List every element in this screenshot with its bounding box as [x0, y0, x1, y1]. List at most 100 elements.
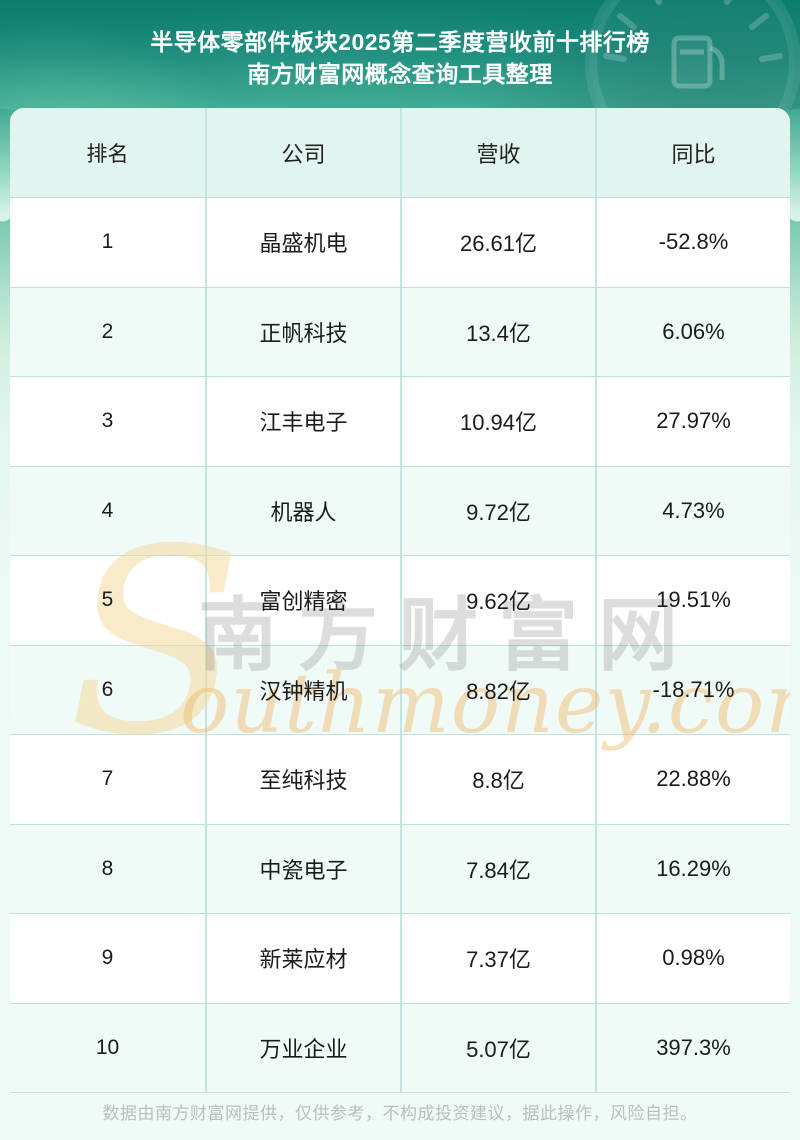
- cell-revenue: 8.8亿: [400, 735, 595, 824]
- cell-text: 0.98%: [662, 945, 725, 971]
- cell-revenue: 7.37亿: [400, 914, 595, 1003]
- cell-rank: 5: [10, 556, 205, 645]
- cell-text: 10.94亿: [459, 410, 538, 436]
- ranking-table: 排名 公司 营收 同比 1 晶盛机电 26.61亿 -52.8% 2 正帆科技 …: [10, 108, 790, 1094]
- cell-text: 4.73%: [662, 497, 725, 523]
- cell-company: 至纯科技: [205, 735, 400, 824]
- cell-yoy: 27.97%: [595, 377, 790, 466]
- cell-text: 2: [101, 319, 114, 343]
- cell-text: 9.72亿: [466, 499, 531, 525]
- cell-text: 22.88%: [656, 766, 731, 792]
- cell-rank: 7: [10, 735, 205, 824]
- cell-revenue: 8.82亿: [400, 645, 595, 734]
- cell-revenue: 7.84亿: [400, 824, 595, 913]
- cell-text: 10: [95, 1035, 120, 1059]
- table-row: 3 江丰电子 10.94亿 27.97%: [10, 377, 790, 467]
- table-row: 4 机器人 9.72亿 4.73%: [10, 466, 790, 556]
- cell-text: 7: [101, 767, 114, 791]
- cell-text: 汉钟精机: [259, 678, 348, 704]
- cell-text: 新莱应材: [259, 947, 348, 973]
- cell-revenue: 13.4亿: [400, 287, 595, 376]
- cell-text: 6.06%: [662, 318, 725, 344]
- cell-text: -52.8%: [658, 229, 729, 255]
- cell-text: 3: [101, 409, 114, 433]
- column-header-rank: 排名: [10, 108, 205, 197]
- cell-yoy: -52.8%: [595, 198, 790, 287]
- table-row: 9 新莱应材 7.37亿 0.98%: [10, 914, 790, 1004]
- cell-yoy: 22.88%: [595, 735, 790, 824]
- table-row: 1 晶盛机电 26.61亿 -52.8%: [10, 198, 790, 288]
- cell-text: 中瓷电子: [259, 857, 348, 883]
- cell-company: 中瓷电子: [205, 824, 400, 913]
- column-header-text: 同比: [671, 141, 716, 167]
- column-header-company: 公司: [205, 108, 400, 197]
- cell-text: 16.29%: [656, 855, 731, 881]
- cell-yoy: 6.06%: [595, 287, 790, 376]
- table-header-row: 排名 公司 营收 同比: [10, 108, 790, 198]
- column-header-revenue: 营收: [400, 108, 595, 197]
- cell-company: 汉钟精机: [205, 645, 400, 734]
- cell-text: 1: [101, 230, 114, 254]
- page-subtitle: 南方财富网概念查询工具整理: [247, 61, 553, 87]
- cell-text: 8.82亿: [466, 678, 531, 704]
- cell-company: 万业企业: [205, 1003, 400, 1092]
- cell-text: 4: [101, 498, 114, 522]
- cell-yoy: 4.73%: [595, 466, 790, 555]
- column-header-yoy: 同比: [595, 108, 790, 197]
- cell-yoy: 16.29%: [595, 824, 790, 913]
- cell-revenue: 10.94亿: [400, 377, 595, 466]
- table-row: 7 至纯科技 8.8亿 22.88%: [10, 735, 790, 825]
- cell-text: 13.4亿: [466, 320, 531, 346]
- cell-text: 5.07亿: [466, 1036, 531, 1062]
- cell-rank: 2: [10, 288, 205, 377]
- page-title: 半导体零部件板块2025第二季度营收前十排行榜: [150, 29, 650, 55]
- cell-text: 正帆科技: [259, 320, 348, 346]
- table-row: 6 汉钟精机 8.82亿 -18.71%: [10, 645, 790, 735]
- table-row: 8 中瓷电子 7.84亿 16.29%: [10, 824, 790, 914]
- cell-text: 至纯科技: [259, 768, 348, 794]
- cell-text: 8: [101, 856, 114, 880]
- cell-text: 6: [101, 677, 114, 701]
- cell-company: 机器人: [205, 466, 400, 555]
- cell-rank: 4: [10, 467, 205, 556]
- cell-rank: 10: [10, 1004, 205, 1093]
- cell-yoy: -18.71%: [595, 645, 790, 734]
- table-row: 2 正帆科技 13.4亿 6.06%: [10, 287, 790, 377]
- cell-company: 新莱应材: [205, 914, 400, 1003]
- cell-text: 7.84亿: [466, 857, 531, 883]
- cell-rank: 1: [10, 198, 205, 287]
- cell-text: 富创精密: [259, 589, 348, 615]
- cell-yoy: 0.98%: [595, 914, 790, 1003]
- cell-text: 397.3%: [656, 1034, 731, 1060]
- cell-text: 7.37亿: [466, 947, 531, 973]
- cell-text: 江丰电子: [259, 410, 348, 436]
- cell-text: 8.8亿: [472, 768, 525, 794]
- cell-text: -18.71%: [652, 676, 735, 702]
- cell-text: 27.97%: [656, 408, 731, 434]
- footer-disclaimer: 数据由南方财富网提供，仅供参考，不构成投资建议，据此操作，风险自担。: [102, 1104, 698, 1123]
- cell-rank: 8: [10, 825, 205, 914]
- cell-yoy: 397.3%: [595, 1003, 790, 1092]
- header-banner: 半导体零部件板块2025第二季度营收前十排行榜 南方财富网概念查询工具整理: [0, 0, 800, 171]
- cell-text: 26.61亿: [459, 231, 538, 257]
- cell-text: 万业企业: [259, 1036, 348, 1062]
- cell-yoy: 19.51%: [595, 556, 790, 645]
- cell-revenue: 26.61亿: [400, 198, 595, 287]
- cell-revenue: 9.72亿: [400, 466, 595, 555]
- cell-text: 机器人: [270, 499, 337, 525]
- cell-rank: 9: [10, 914, 205, 1003]
- cell-revenue: 9.62亿: [400, 556, 595, 645]
- table-row: 5 富创精密 9.62亿 19.51%: [10, 556, 790, 646]
- column-header-text: 排名: [86, 142, 129, 166]
- cell-rank: 3: [10, 377, 205, 466]
- cell-revenue: 5.07亿: [400, 1003, 595, 1092]
- table-row: 10 万业企业 5.07亿 397.3%: [10, 1003, 790, 1093]
- cell-company: 正帆科技: [205, 287, 400, 376]
- cell-text: 19.51%: [656, 587, 731, 613]
- cell-text: 5: [101, 588, 114, 612]
- cell-text: 晶盛机电: [259, 231, 348, 257]
- column-header-text: 公司: [281, 141, 326, 167]
- cell-text: 9: [101, 946, 114, 970]
- column-header-text: 营收: [476, 141, 521, 167]
- cell-company: 富创精密: [205, 556, 400, 645]
